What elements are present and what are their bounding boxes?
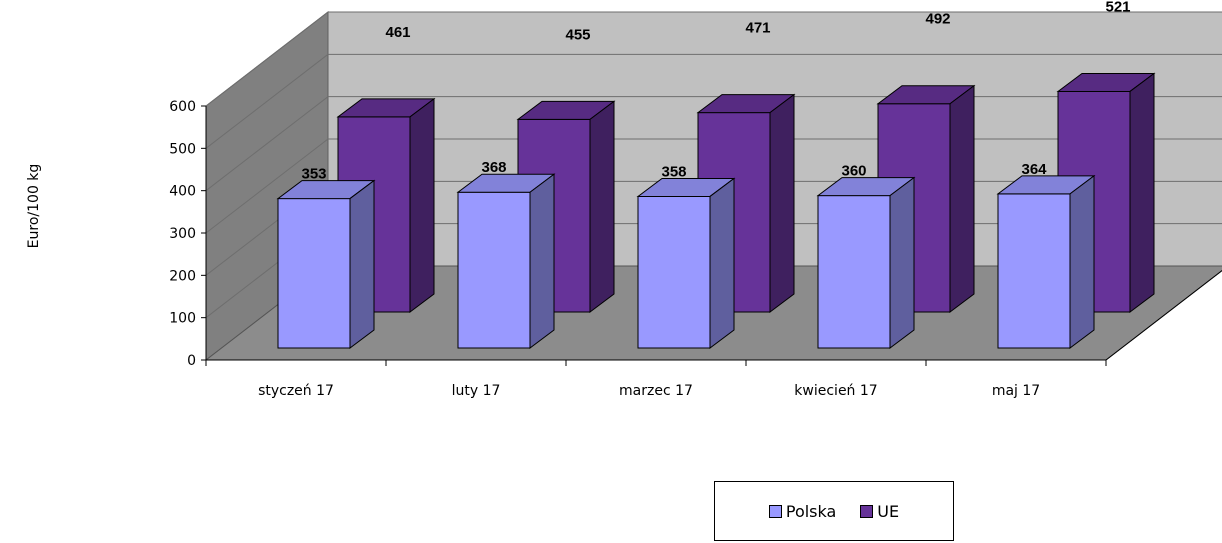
data-label-polska-3: 360: [841, 163, 866, 180]
bar-polska-1-side: [529, 173, 555, 349]
legend-label-ue: UE: [877, 501, 900, 521]
bar-polska-2-side: [709, 177, 735, 349]
legend-label-polska: Polska: [785, 501, 837, 521]
y-axis-title: Euro/100 kg: [26, 164, 42, 249]
bar-polska-0-side: [349, 179, 375, 349]
data-label-ue-2: 471: [745, 20, 770, 37]
bar-polska-2-front: [637, 195, 711, 349]
gridline-side-500: [205, 53, 329, 149]
bar-polska-1: [456, 173, 556, 349]
y-tick-label-500: 500: [169, 141, 196, 157]
data-label-polska-2: 358: [661, 163, 686, 180]
data-label-ue-0: 461: [385, 24, 410, 41]
bar-polska-2: [636, 177, 736, 349]
y-tick-label-400: 400: [169, 184, 196, 200]
x-tick-label-1: luty 17: [452, 383, 501, 399]
bar-polska-4-side: [1069, 174, 1095, 349]
bar-polska-4-front: [997, 193, 1071, 349]
bar-polska-0-front: [277, 198, 351, 349]
bar-polska-1-front: [457, 191, 531, 349]
bar-polska-3-side: [889, 176, 915, 349]
gridline-side-600: [205, 11, 329, 107]
bar-polska-3-front: [817, 195, 891, 349]
bar-polska-4: [996, 174, 1096, 349]
bar-ue-2-side: [769, 93, 795, 313]
legend-item-ue: UE: [860, 502, 899, 521]
bar-ue-3-side: [949, 84, 975, 313]
data-label-polska-4: 364: [1021, 161, 1047, 178]
legend-swatch-polska: [768, 504, 782, 518]
x-tick-label-2: marzec 17: [619, 383, 693, 399]
floor-edge-right: [1105, 269, 1222, 361]
bars: [276, 72, 1156, 349]
legend: Polska UE: [714, 481, 954, 541]
gridline-side-300: [205, 138, 329, 234]
x-tick-label-3: kwiecień 17: [794, 383, 877, 399]
y-tick-label-300: 300: [169, 226, 196, 242]
legend-item-polska: Polska: [768, 501, 837, 521]
data-labels: 353 368 358 360 364 461 455 471 492 521: [301, 0, 1130, 183]
x-tick-label-4: maj 17: [992, 383, 1040, 399]
bar-ue-1-side: [589, 100, 615, 313]
x-tick-label-0: styczeń 17: [258, 383, 334, 399]
y-tick-label-100: 100: [169, 311, 196, 327]
data-label-ue-1: 455: [565, 26, 590, 43]
y-tick-label-600: 600: [169, 99, 196, 115]
data-label-polska-0: 353: [301, 166, 326, 183]
data-label-ue-4: 521: [1105, 0, 1130, 15]
y-tick-label-200: 200: [169, 268, 196, 284]
gridline-side-400: [205, 96, 329, 192]
axes: 0 100 200 300 400 500 600 styczeń 17 luty 17 marz…: [169, 99, 1222, 399]
data-label-ue-3: 492: [925, 11, 950, 28]
bar-polska-0: [276, 179, 376, 349]
bar-polska-3: [816, 176, 916, 349]
bar-ue-4-side: [1129, 72, 1155, 313]
bar-ue-0-side: [409, 97, 435, 313]
y-tick-label-0: 0: [187, 353, 196, 369]
data-label-polska-1: 368: [481, 159, 506, 176]
legend-swatch-ue: [860, 504, 874, 518]
